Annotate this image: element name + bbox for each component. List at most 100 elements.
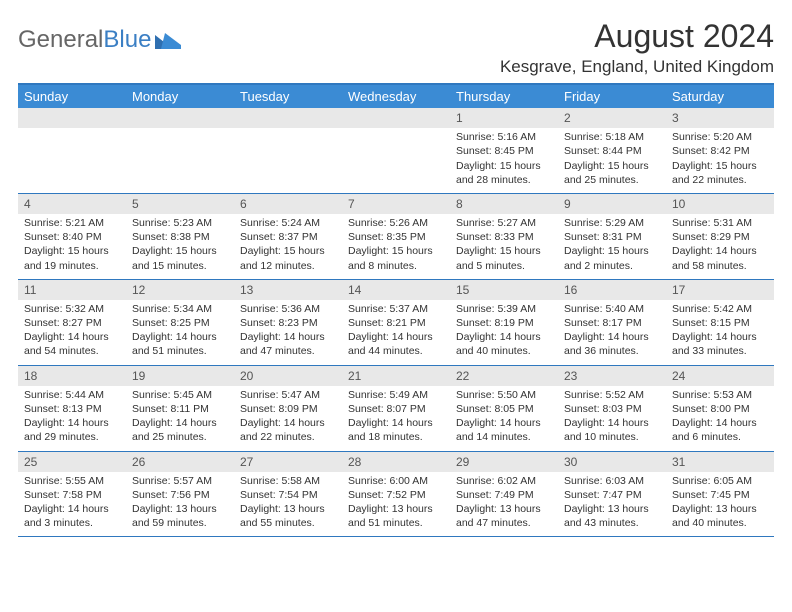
day-details: 5:18 AM8:44 PMDaylight: 15 hours and 25 … bbox=[564, 130, 660, 187]
sunrise-time: 5:47 AM bbox=[240, 388, 336, 402]
day-header: Monday bbox=[126, 85, 234, 108]
day-number: 14 bbox=[342, 280, 450, 300]
day-header: Wednesday bbox=[342, 85, 450, 108]
sunrise-time: 5:52 AM bbox=[564, 388, 660, 402]
sunset-time: 8:25 PM bbox=[132, 316, 228, 330]
day-details: 5:36 AM8:23 PMDaylight: 14 hours and 47 … bbox=[240, 302, 336, 359]
sunset-time: 8:40 PM bbox=[24, 230, 120, 244]
daylight-duration: Daylight: 14 hours and 22 minutes. bbox=[240, 416, 336, 444]
daylight-duration: Daylight: 15 hours and 25 minutes. bbox=[564, 159, 660, 187]
calendar-cell bbox=[234, 108, 342, 193]
day-number: 8 bbox=[450, 194, 558, 214]
day-number: 4 bbox=[18, 194, 126, 214]
header: GeneralBlue August 2024 Kesgrave, Englan… bbox=[18, 18, 774, 77]
sunset-time: 7:56 PM bbox=[132, 488, 228, 502]
sunset-time: 8:42 PM bbox=[672, 144, 768, 158]
day-details: 5:58 AM7:54 PMDaylight: 13 hours and 55 … bbox=[240, 474, 336, 531]
sunrise-time: 6:05 AM bbox=[672, 474, 768, 488]
day-header: Tuesday bbox=[234, 85, 342, 108]
calendar-cell: 265:57 AM7:56 PMDaylight: 13 hours and 5… bbox=[126, 451, 234, 537]
calendar-week: 115:32 AM8:27 PMDaylight: 14 hours and 5… bbox=[18, 279, 774, 365]
day-details: 6:00 AM7:52 PMDaylight: 13 hours and 51 … bbox=[348, 474, 444, 531]
sunrise-time: 5:29 AM bbox=[564, 216, 660, 230]
day-number: 28 bbox=[342, 452, 450, 472]
day-header: Thursday bbox=[450, 85, 558, 108]
sunrise-time: 5:34 AM bbox=[132, 302, 228, 316]
daylight-duration: Daylight: 15 hours and 22 minutes. bbox=[672, 159, 768, 187]
daylight-duration: Daylight: 14 hours and 29 minutes. bbox=[24, 416, 120, 444]
day-details: 5:16 AM8:45 PMDaylight: 15 hours and 28 … bbox=[456, 130, 552, 187]
calendar-cell: 145:37 AM8:21 PMDaylight: 14 hours and 4… bbox=[342, 279, 450, 365]
calendar-cell: 235:52 AM8:03 PMDaylight: 14 hours and 1… bbox=[558, 365, 666, 451]
brand-part2: Blue bbox=[103, 26, 151, 54]
day-header-row: Sunday Monday Tuesday Wednesday Thursday… bbox=[18, 85, 774, 108]
day-number: 24 bbox=[666, 366, 774, 386]
day-number: 10 bbox=[666, 194, 774, 214]
day-details: 5:26 AM8:35 PMDaylight: 15 hours and 8 m… bbox=[348, 216, 444, 273]
calendar-cell: 75:26 AM8:35 PMDaylight: 15 hours and 8 … bbox=[342, 193, 450, 279]
daylight-duration: Daylight: 15 hours and 19 minutes. bbox=[24, 244, 120, 272]
calendar-cell: 55:23 AM8:38 PMDaylight: 15 hours and 15… bbox=[126, 193, 234, 279]
calendar-cell: 105:31 AM8:29 PMDaylight: 14 hours and 5… bbox=[666, 193, 774, 279]
day-number: 23 bbox=[558, 366, 666, 386]
calendar-cell: 275:58 AM7:54 PMDaylight: 13 hours and 5… bbox=[234, 451, 342, 537]
daylight-duration: Daylight: 15 hours and 2 minutes. bbox=[564, 244, 660, 272]
brand-mark-icon bbox=[155, 31, 181, 49]
sunrise-time: 5:26 AM bbox=[348, 216, 444, 230]
calendar-cell: 65:24 AM8:37 PMDaylight: 15 hours and 12… bbox=[234, 193, 342, 279]
sunset-time: 8:29 PM bbox=[672, 230, 768, 244]
calendar-week: 255:55 AM7:58 PMDaylight: 14 hours and 3… bbox=[18, 451, 774, 537]
daylight-duration: Daylight: 13 hours and 40 minutes. bbox=[672, 502, 768, 530]
day-number: 3 bbox=[666, 108, 774, 128]
calendar-cell: 316:05 AM7:45 PMDaylight: 13 hours and 4… bbox=[666, 451, 774, 537]
day-number: 27 bbox=[234, 452, 342, 472]
calendar-cell: 35:20 AM8:42 PMDaylight: 15 hours and 22… bbox=[666, 108, 774, 193]
sunrise-time: 6:00 AM bbox=[348, 474, 444, 488]
sunset-time: 8:21 PM bbox=[348, 316, 444, 330]
day-number: 13 bbox=[234, 280, 342, 300]
calendar-cell: 165:40 AM8:17 PMDaylight: 14 hours and 3… bbox=[558, 279, 666, 365]
sunset-time: 7:45 PM bbox=[672, 488, 768, 502]
daylight-duration: Daylight: 14 hours and 58 minutes. bbox=[672, 244, 768, 272]
sunset-time: 8:33 PM bbox=[456, 230, 552, 244]
sunrise-time: 5:16 AM bbox=[456, 130, 552, 144]
daylight-duration: Daylight: 14 hours and 40 minutes. bbox=[456, 330, 552, 358]
daylight-duration: Daylight: 14 hours and 18 minutes. bbox=[348, 416, 444, 444]
day-details: 5:37 AM8:21 PMDaylight: 14 hours and 44 … bbox=[348, 302, 444, 359]
day-details: 5:45 AM8:11 PMDaylight: 14 hours and 25 … bbox=[132, 388, 228, 445]
calendar-cell: 215:49 AM8:07 PMDaylight: 14 hours and 1… bbox=[342, 365, 450, 451]
sunset-time: 8:37 PM bbox=[240, 230, 336, 244]
day-number: 30 bbox=[558, 452, 666, 472]
day-details: 6:05 AM7:45 PMDaylight: 13 hours and 40 … bbox=[672, 474, 768, 531]
day-number: 17 bbox=[666, 280, 774, 300]
brand-part1: General bbox=[18, 26, 103, 54]
calendar-cell bbox=[342, 108, 450, 193]
daylight-duration: Daylight: 15 hours and 12 minutes. bbox=[240, 244, 336, 272]
day-details: 5:53 AM8:00 PMDaylight: 14 hours and 6 m… bbox=[672, 388, 768, 445]
day-details: 5:29 AM8:31 PMDaylight: 15 hours and 2 m… bbox=[564, 216, 660, 273]
day-header: Friday bbox=[558, 85, 666, 108]
sunset-time: 7:52 PM bbox=[348, 488, 444, 502]
calendar-cell: 15:16 AM8:45 PMDaylight: 15 hours and 28… bbox=[450, 108, 558, 193]
sunrise-time: 5:53 AM bbox=[672, 388, 768, 402]
daylight-duration: Daylight: 15 hours and 28 minutes. bbox=[456, 159, 552, 187]
day-number: 18 bbox=[18, 366, 126, 386]
sunset-time: 8:09 PM bbox=[240, 402, 336, 416]
sunrise-time: 5:31 AM bbox=[672, 216, 768, 230]
day-header: Saturday bbox=[666, 85, 774, 108]
daylight-duration: Daylight: 13 hours and 43 minutes. bbox=[564, 502, 660, 530]
day-details: 5:31 AM8:29 PMDaylight: 14 hours and 58 … bbox=[672, 216, 768, 273]
day-details: 5:47 AM8:09 PMDaylight: 14 hours and 22 … bbox=[240, 388, 336, 445]
day-number: 6 bbox=[234, 194, 342, 214]
day-details: 5:55 AM7:58 PMDaylight: 14 hours and 3 m… bbox=[24, 474, 120, 531]
calendar-grid: Sunday Monday Tuesday Wednesday Thursday… bbox=[18, 85, 774, 537]
calendar-cell: 306:03 AM7:47 PMDaylight: 13 hours and 4… bbox=[558, 451, 666, 537]
sunset-time: 8:27 PM bbox=[24, 316, 120, 330]
day-details: 5:21 AM8:40 PMDaylight: 15 hours and 19 … bbox=[24, 216, 120, 273]
daylight-duration: Daylight: 14 hours and 54 minutes. bbox=[24, 330, 120, 358]
day-number: 26 bbox=[126, 452, 234, 472]
day-number: 29 bbox=[450, 452, 558, 472]
sunrise-time: 5:27 AM bbox=[456, 216, 552, 230]
sunrise-time: 6:02 AM bbox=[456, 474, 552, 488]
day-details: 5:20 AM8:42 PMDaylight: 15 hours and 22 … bbox=[672, 130, 768, 187]
